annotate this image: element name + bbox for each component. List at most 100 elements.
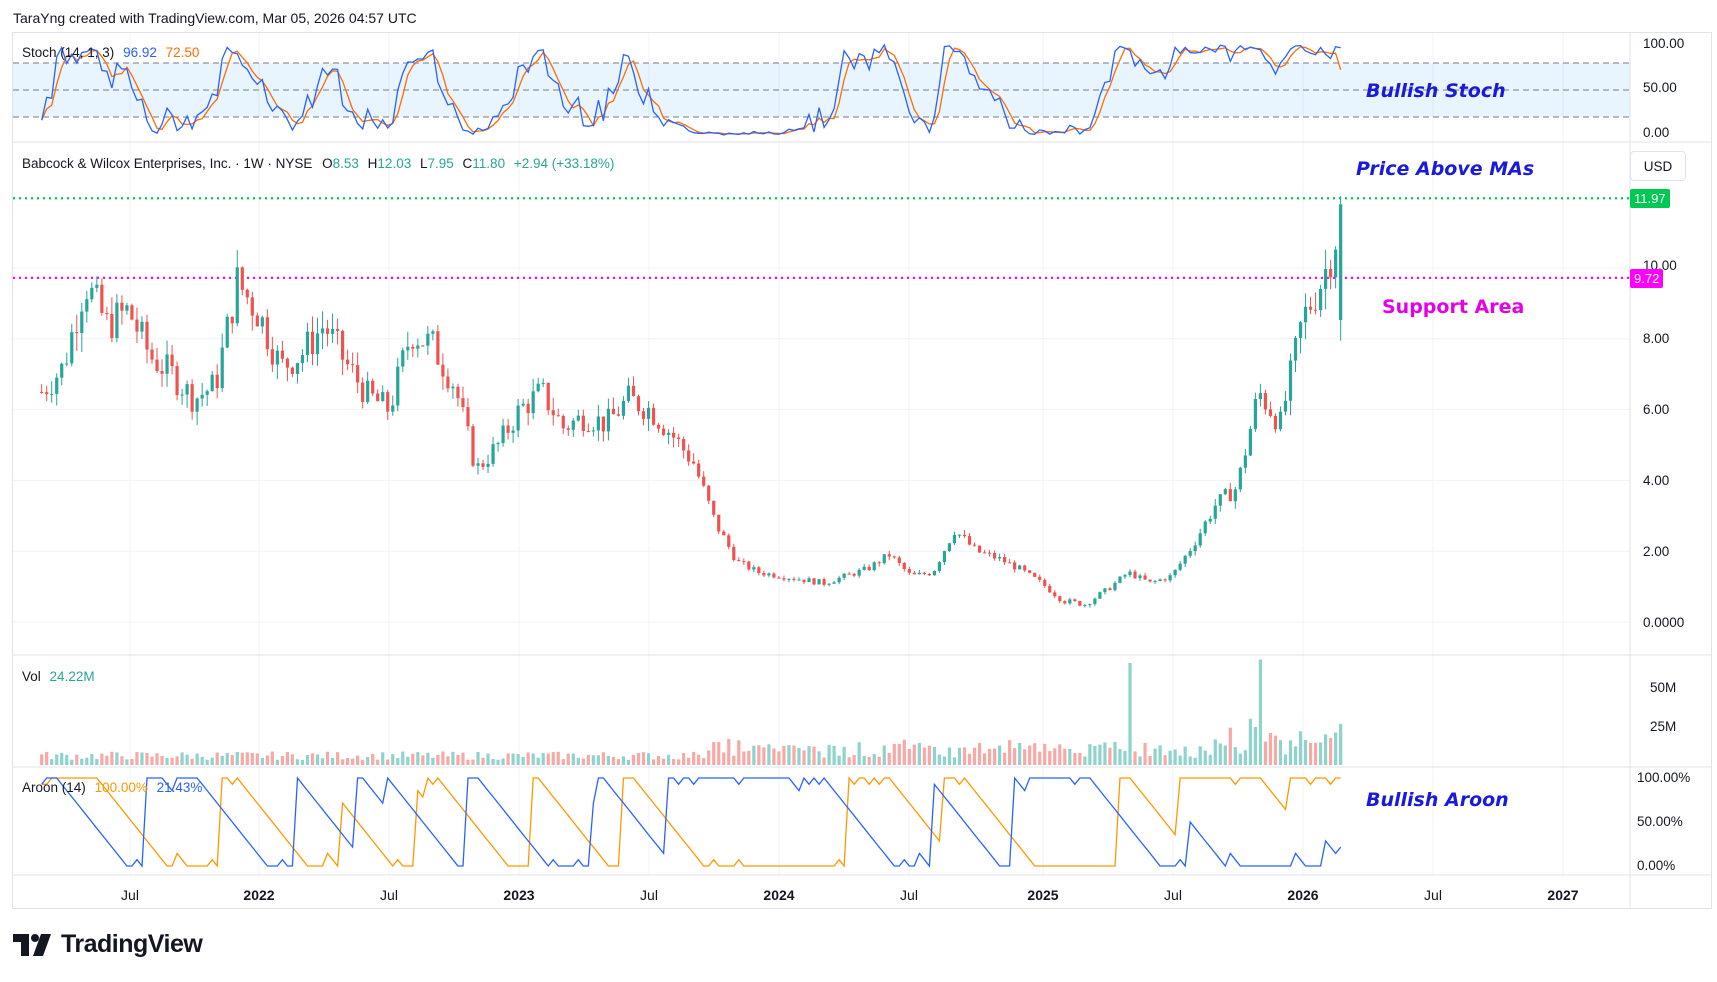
price-candle — [80, 302, 84, 352]
price-candle — [391, 395, 395, 416]
volume-bar — [1293, 746, 1298, 765]
volume-bar — [150, 756, 154, 765]
candle-body — [65, 363, 69, 365]
candle-body — [335, 328, 340, 331]
candle-body — [576, 415, 580, 421]
candle-body — [1218, 494, 1222, 506]
volume-bar — [1103, 742, 1107, 765]
volume-bar — [1283, 754, 1288, 765]
price-candle — [1173, 569, 1177, 578]
price-candle — [1073, 598, 1077, 602]
candle-body — [556, 415, 560, 417]
price-candle — [1098, 591, 1102, 600]
volume-bar — [591, 755, 595, 765]
candle-body — [200, 394, 204, 399]
volume-bar — [1203, 750, 1207, 765]
candle-body — [1023, 565, 1027, 571]
volume-bar — [466, 759, 470, 765]
price-candle — [967, 533, 972, 546]
candle-body — [887, 554, 891, 557]
candle-body — [366, 380, 370, 402]
volume-bar — [155, 753, 159, 765]
volume-bar — [1068, 748, 1072, 765]
candle-body — [1003, 557, 1007, 563]
price-candle — [591, 426, 595, 437]
candle-body — [1198, 533, 1202, 546]
candle-body — [812, 578, 816, 585]
volume-bar — [416, 752, 420, 765]
price-candle — [581, 409, 585, 437]
price-legend[interactable]: Babcock & Wilcox Enterprises, Inc. · 1W … — [22, 156, 614, 171]
candle-body — [982, 552, 987, 554]
price-candle — [1008, 558, 1012, 564]
stoch-k-line — [41, 43, 1341, 136]
volume-bar — [285, 752, 290, 765]
price-candle — [616, 406, 621, 417]
candle-body — [55, 377, 59, 394]
stoch-legend[interactable]: Stoch (14, 1, 3) 96.92 72.50 — [22, 45, 199, 60]
candle-body — [682, 439, 686, 451]
price-candle — [1293, 336, 1298, 373]
price-candle — [737, 557, 741, 562]
price-candle — [1178, 560, 1182, 572]
price-candle — [436, 325, 440, 366]
candle-body — [235, 267, 239, 324]
price-candle — [516, 398, 520, 438]
candle-body — [481, 463, 485, 467]
currency-button[interactable]: USD — [1630, 151, 1686, 181]
price-candle — [1238, 466, 1242, 493]
volume-bar — [270, 751, 274, 765]
volume-bar — [300, 759, 305, 765]
candle-body — [280, 350, 285, 359]
price-candle — [371, 378, 375, 397]
volume-bar — [536, 757, 540, 765]
candle-body — [1028, 570, 1032, 573]
tradingview-logo[interactable]: TradingView — [13, 930, 203, 959]
price-tick-2: 2.00 — [1643, 544, 1670, 559]
price-candle — [882, 554, 886, 565]
volume-bar — [1018, 743, 1022, 765]
price-candle — [742, 558, 746, 565]
candle-body — [802, 579, 806, 583]
aroon-label: Aroon (14) — [22, 780, 86, 795]
volume-legend[interactable]: Vol 24.22M — [22, 669, 95, 684]
candle-body — [767, 573, 771, 576]
candle-body — [245, 289, 249, 298]
volume-bar — [381, 752, 385, 765]
candle-body — [356, 365, 360, 383]
price-candle — [70, 323, 74, 367]
candle-body — [1083, 604, 1087, 606]
price-candle — [145, 314, 149, 364]
volume-bar — [1263, 741, 1268, 765]
volume-value: 24.22M — [49, 669, 95, 684]
candle-body — [1138, 575, 1142, 579]
volume-bar — [1153, 748, 1157, 765]
volume-bar — [987, 748, 992, 765]
x-label-2025: 2025 — [1027, 887, 1059, 903]
price-candle — [1258, 383, 1263, 407]
price-candle — [491, 436, 495, 467]
candle-body — [45, 392, 49, 395]
candle-body — [606, 408, 611, 432]
candle-body — [907, 569, 911, 573]
candle-body — [1263, 393, 1268, 410]
volume-bar — [165, 757, 169, 765]
price-candle — [1013, 560, 1017, 573]
candle-body — [180, 394, 184, 396]
price-candle — [250, 291, 254, 331]
candle-body — [340, 330, 345, 360]
volume-bar — [325, 751, 330, 765]
price-candle — [656, 422, 661, 433]
aroon-legend[interactable]: Aroon (14) 100.00% 21.43% — [22, 780, 202, 795]
price-candle — [185, 380, 189, 408]
price-candle — [717, 514, 721, 535]
candle-body — [541, 382, 545, 384]
candle-body — [672, 432, 676, 438]
candle-body — [977, 545, 982, 553]
volume-bar — [366, 757, 370, 765]
price-candle — [972, 542, 977, 547]
volume-bar — [807, 746, 811, 765]
price-candle — [767, 572, 771, 578]
volume-bar — [571, 753, 575, 765]
